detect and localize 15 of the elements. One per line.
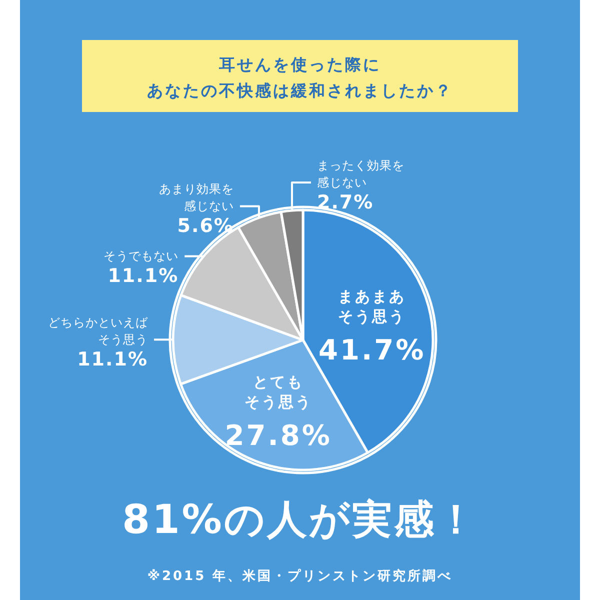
text: 81%の人が実感！ xyxy=(122,497,478,543)
slice-label: まったく効果を感じない xyxy=(316,158,404,190)
data-label: 5.6% xyxy=(177,215,234,238)
data-label: 41.7% xyxy=(318,334,426,367)
text: ※2015 年、米国・プリンストン研究所調べ xyxy=(147,568,453,584)
slice-label: とてもそう思う xyxy=(244,373,312,412)
slice-label: どちらかといえばそう思う xyxy=(48,316,148,347)
slice-label: そうでもない xyxy=(104,249,179,264)
data-label: 27.8% xyxy=(224,419,332,452)
data-label: 2.7% xyxy=(316,191,374,214)
chart-title: 耳せんを使った際にあなたの不快感は緩和されましたか？ xyxy=(147,55,453,100)
slice-label: まあまあそう思う xyxy=(338,288,406,326)
slice-label: あまり効果を感じない xyxy=(158,182,234,214)
data-label: 11.1% xyxy=(108,265,179,288)
data-label: 11.1% xyxy=(77,348,148,371)
